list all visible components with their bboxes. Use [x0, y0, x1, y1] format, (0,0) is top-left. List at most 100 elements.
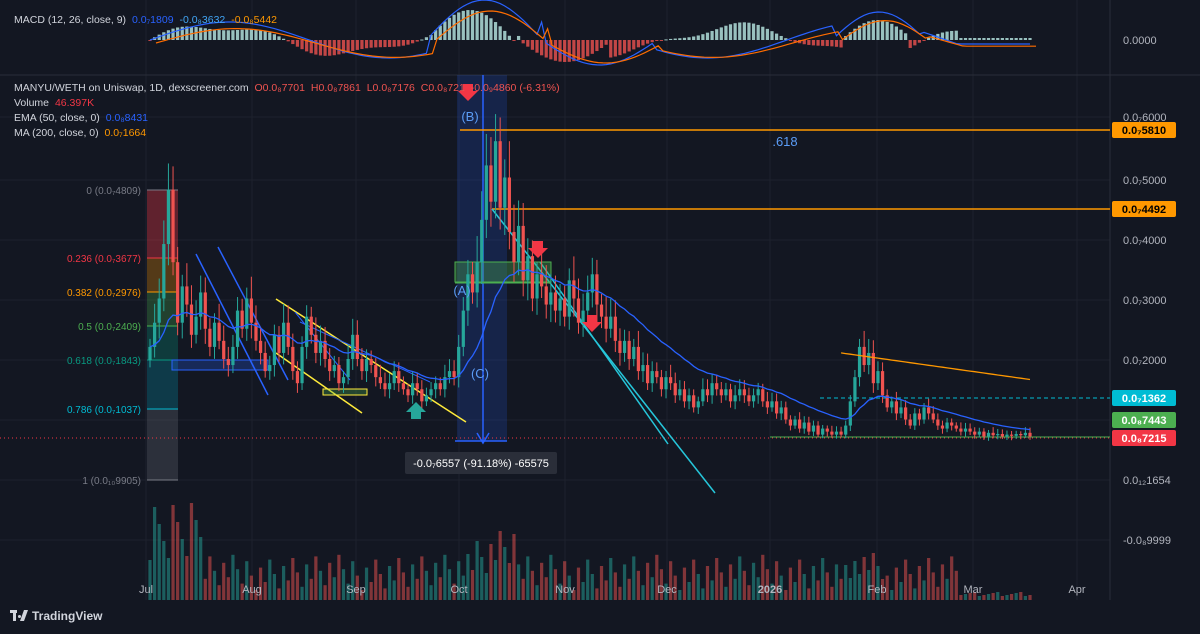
- drawings: -0.0₇6557 (-91.18%) -65575: [0, 75, 1110, 494]
- volume-bar: [258, 567, 263, 600]
- volume-bar: [346, 583, 350, 600]
- zone-box: [322, 388, 368, 396]
- measure-label: -0.0₇6557 (-91.18%) -65575: [413, 458, 549, 470]
- candle-body: [1028, 432, 1032, 437]
- sell-arrow-icon: [528, 241, 548, 258]
- macd-hist-bar: [540, 40, 544, 56]
- candle-body: [245, 298, 249, 329]
- candle-body: [346, 359, 350, 378]
- macd-hist-bar: [890, 23, 894, 40]
- macd-hist-bar: [429, 35, 433, 40]
- candle-body: [890, 401, 894, 408]
- price-badge: [1112, 201, 1176, 217]
- candle-body: [328, 359, 332, 372]
- macd-hist-bar: [240, 29, 244, 40]
- macd-hist-bar: [991, 38, 995, 40]
- macd-hist-bar: [503, 30, 507, 40]
- volume-bar: [300, 586, 304, 600]
- macd-hist-bar: [226, 30, 230, 40]
- volume-bar: [369, 582, 373, 600]
- candle-body: [576, 298, 581, 323]
- macd-hist-bar: [369, 40, 373, 48]
- candle-body: [581, 310, 585, 323]
- candle-body: [438, 383, 442, 390]
- volume-bar: [558, 583, 562, 600]
- macd-hist-bar: [337, 40, 341, 55]
- macd-hist-bar: [632, 40, 636, 50]
- volume-bar: [844, 565, 848, 600]
- macd-hist-bar: [636, 40, 640, 48]
- macd-hist-bar: [894, 26, 898, 40]
- macd-hist-bar: [581, 40, 585, 59]
- macd-hist-bar: [332, 40, 336, 56]
- candle-body: [424, 395, 429, 402]
- macd-hist-bar: [793, 40, 797, 42]
- volume-bar: [176, 522, 180, 600]
- volume-value: 46.397K: [54, 97, 95, 109]
- volume-bar: [148, 560, 152, 600]
- candle-body: [927, 407, 931, 414]
- volume-bar: [627, 578, 631, 600]
- candle-body: [411, 383, 415, 396]
- macd-hist-bar: [590, 40, 594, 54]
- macd-hist-bar: [484, 15, 488, 41]
- volume-bar: [337, 554, 341, 600]
- volume-bar: [406, 586, 410, 600]
- open-value: O0.0₈7701: [254, 82, 305, 94]
- macd-hist-bar: [609, 40, 613, 58]
- fib-level-label: 0.382 (0.0₇2976): [67, 288, 141, 299]
- volume-bar: [286, 580, 290, 600]
- macd-hist-bar: [917, 40, 922, 43]
- volume-bar: [821, 558, 825, 600]
- candle-body: [885, 395, 889, 408]
- candle-body: [180, 286, 184, 323]
- candle-body: [392, 371, 396, 384]
- volume-bar: [876, 566, 880, 600]
- candle-body: [622, 340, 627, 353]
- candle-body: [798, 419, 802, 429]
- candle-body: [784, 407, 788, 420]
- sell-arrow-icon: [458, 84, 478, 101]
- macd-hist-bar: [945, 31, 949, 40]
- candle-body: [774, 401, 779, 414]
- measure-arrow: [476, 432, 490, 445]
- macd-hist-bar: [493, 22, 498, 40]
- fib-level-label: 0 (0.0₇4809): [86, 186, 141, 197]
- macd-hist-bar: [664, 39, 668, 41]
- tradingview-logo[interactable]: TradingView: [10, 609, 102, 623]
- volume-bar: [507, 563, 511, 600]
- x-tick-label: Aug: [242, 584, 262, 596]
- volume-bar: [268, 559, 272, 600]
- macd-hist-bar: [733, 23, 737, 40]
- volume-bar: [480, 557, 484, 600]
- candle-body: [770, 401, 774, 408]
- volume-bar: [374, 559, 378, 600]
- volume-bar: [636, 570, 640, 600]
- volume-bar: [323, 585, 327, 600]
- fib-zone: [147, 326, 178, 360]
- candle-body: [498, 141, 502, 208]
- volume-bar: [798, 559, 802, 600]
- macd-hist-bar: [705, 32, 710, 40]
- fib-zone: [147, 360, 178, 409]
- x-tick-label: Dec: [657, 584, 677, 596]
- volume-bar: [563, 561, 567, 600]
- candle-body: [756, 389, 760, 396]
- candle-body: [489, 165, 493, 202]
- volume-bar: [231, 554, 235, 600]
- macd-hist-bar: [682, 37, 687, 40]
- candle-body: [254, 322, 258, 341]
- macd-hist-bar: [825, 40, 829, 47]
- candle-body: [212, 322, 217, 347]
- candle-body: [235, 310, 240, 347]
- candle-body: [341, 377, 346, 384]
- volume-bar: [894, 567, 898, 600]
- volume-bar: [240, 583, 244, 600]
- macd-hist-bar: [816, 40, 820, 46]
- candle-body: [696, 401, 700, 408]
- price-badge: [1112, 390, 1176, 406]
- y-tick-label: -0.0₈9999: [1123, 535, 1171, 547]
- macd-hist-bar: [558, 40, 562, 62]
- volume-bar: [586, 559, 590, 600]
